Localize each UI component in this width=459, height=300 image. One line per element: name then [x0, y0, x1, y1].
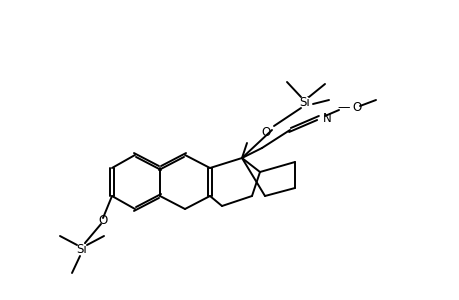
Text: Si: Si	[299, 95, 310, 109]
Text: O: O	[98, 214, 107, 226]
Text: —: —	[337, 101, 349, 115]
Text: Si: Si	[77, 244, 87, 256]
Text: N: N	[322, 112, 331, 124]
Text: O: O	[261, 125, 270, 139]
Text: O: O	[351, 100, 360, 113]
